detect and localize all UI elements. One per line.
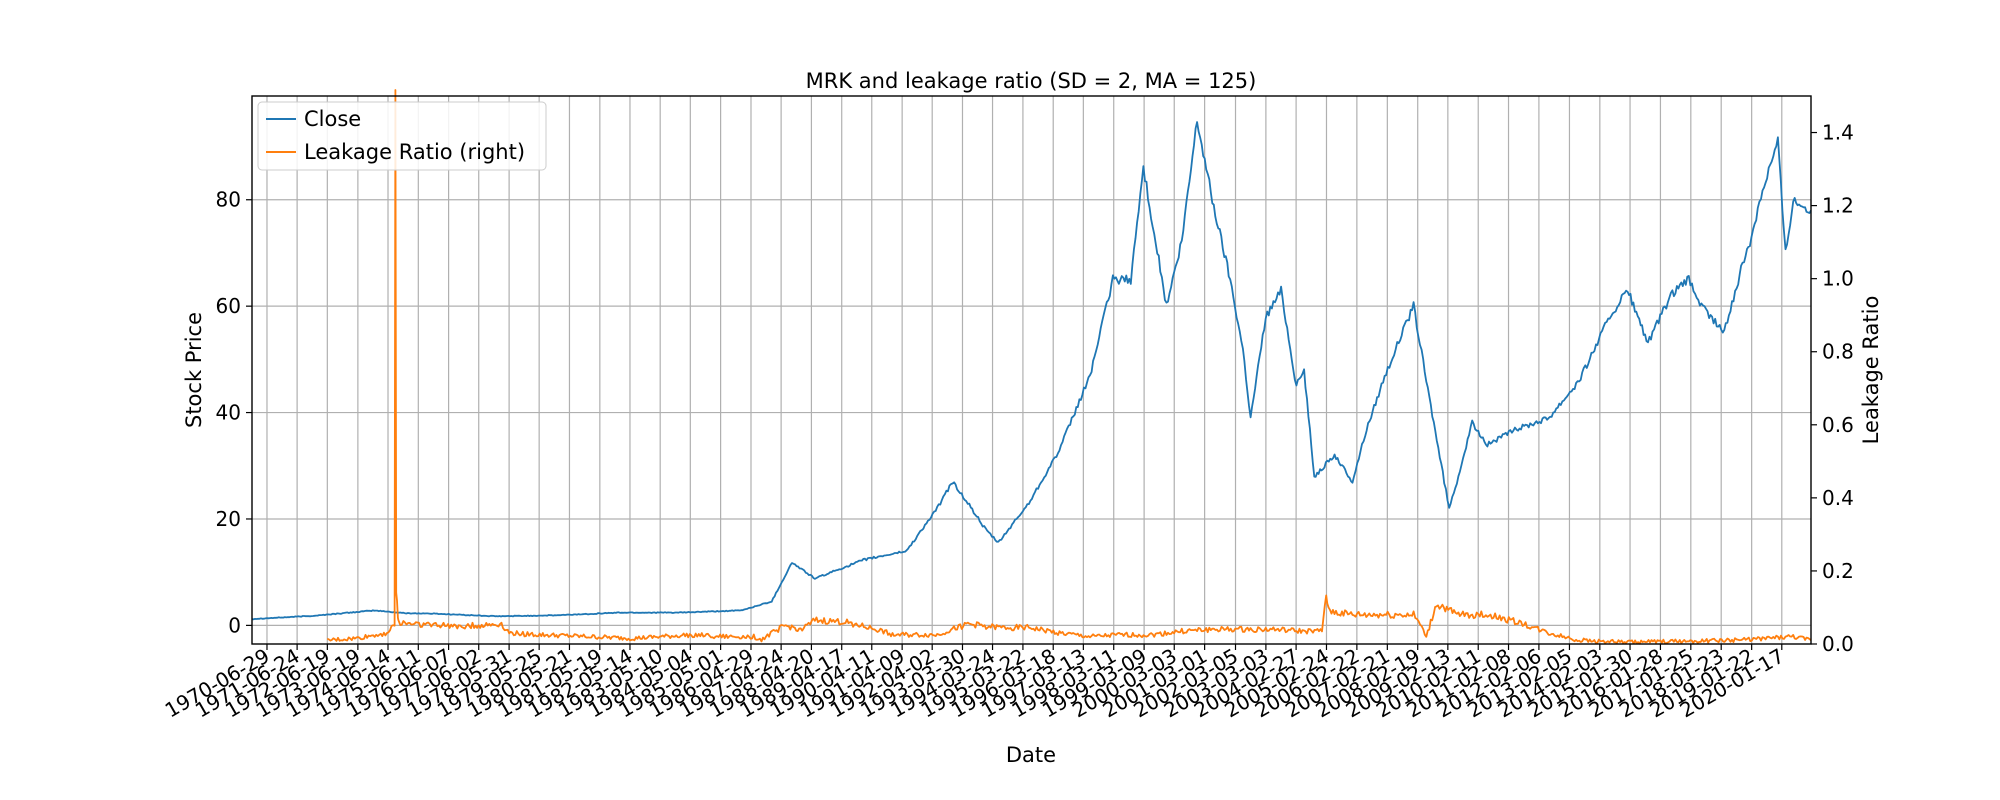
y-left-tick-label: 0	[228, 613, 241, 637]
chart-title: MRK and leakage ratio (SD = 2, MA = 125)	[806, 69, 1257, 93]
legend-box	[257, 101, 547, 171]
series-line-close	[251, 121, 1812, 621]
legend: Close Leakage Ratio (right)	[257, 101, 547, 171]
y-left-tick-label: 80	[216, 188, 241, 212]
x-axis-label: Date	[1006, 743, 1056, 767]
legend-label-close: Close	[304, 107, 361, 131]
y-left-tick-label: 60	[216, 294, 241, 318]
series-layer	[251, 89, 1812, 645]
y-right-tick-label: 0.6	[1822, 413, 1854, 437]
y-left-tick-label: 40	[216, 401, 241, 425]
y-axis-right-label: Leakage Ratio	[1859, 296, 1883, 445]
y-right-tick-label: 1.2	[1822, 194, 1854, 218]
y-right-tick-label: 1.0	[1822, 267, 1854, 291]
legend-label-leakage-ratio: Leakage Ratio (right)	[304, 140, 525, 164]
y-axis-left-label: Stock Price	[182, 312, 206, 428]
plot-frame	[251, 95, 1812, 645]
y-right-tick-label: 0.8	[1822, 340, 1854, 364]
y-right-tick-label: 0.0	[1822, 632, 1854, 656]
y-right-tick-label: 1.4	[1822, 121, 1854, 145]
y-right-tick-label: 0.4	[1822, 486, 1854, 510]
axis-layer: 1970-06-291971-06-241972-06-191973-06-19…	[161, 121, 1854, 723]
grid-layer	[252, 96, 1811, 644]
y-left-tick-label: 20	[216, 507, 241, 531]
series-line-leakage-ratio	[326, 89, 1812, 645]
y-right-tick-label: 0.2	[1822, 559, 1854, 583]
